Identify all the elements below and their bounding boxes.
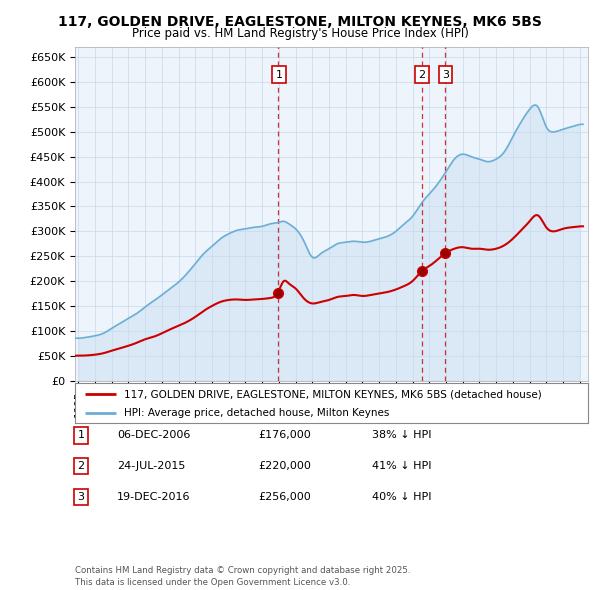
Text: 24-JUL-2015: 24-JUL-2015 [117, 461, 185, 471]
Text: 06-DEC-2006: 06-DEC-2006 [117, 431, 190, 440]
Text: 41% ↓ HPI: 41% ↓ HPI [372, 461, 431, 471]
Text: 38% ↓ HPI: 38% ↓ HPI [372, 431, 431, 440]
Text: 1: 1 [77, 431, 85, 440]
Text: £256,000: £256,000 [258, 492, 311, 502]
Text: 40% ↓ HPI: 40% ↓ HPI [372, 492, 431, 502]
Text: £176,000: £176,000 [258, 431, 311, 440]
Text: 117, GOLDEN DRIVE, EAGLESTONE, MILTON KEYNES, MK6 5BS: 117, GOLDEN DRIVE, EAGLESTONE, MILTON KE… [58, 15, 542, 29]
Text: £220,000: £220,000 [258, 461, 311, 471]
Text: 3: 3 [77, 492, 85, 502]
Text: 2: 2 [418, 70, 425, 80]
Text: Price paid vs. HM Land Registry's House Price Index (HPI): Price paid vs. HM Land Registry's House … [131, 27, 469, 40]
Text: Contains HM Land Registry data © Crown copyright and database right 2025.
This d: Contains HM Land Registry data © Crown c… [75, 566, 410, 587]
Text: 1: 1 [275, 70, 283, 80]
Text: 117, GOLDEN DRIVE, EAGLESTONE, MILTON KEYNES, MK6 5BS (detached house): 117, GOLDEN DRIVE, EAGLESTONE, MILTON KE… [124, 389, 541, 399]
Text: 3: 3 [442, 70, 449, 80]
Text: 2: 2 [77, 461, 85, 471]
Text: 19-DEC-2016: 19-DEC-2016 [117, 492, 191, 502]
Text: HPI: Average price, detached house, Milton Keynes: HPI: Average price, detached house, Milt… [124, 408, 389, 418]
